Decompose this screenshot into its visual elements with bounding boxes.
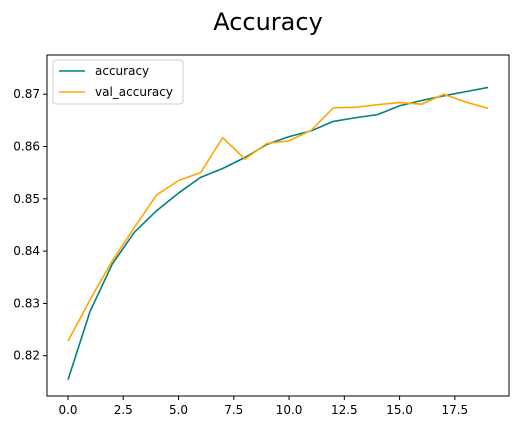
y-tick-label: 0.82 [13,349,40,363]
legend-label: val_accuracy [95,85,173,99]
legend-label: accuracy [95,64,149,78]
series-group [67,86,489,381]
y-tick-label: 0.83 [13,296,40,310]
x-tick-label: 7.5 [224,403,243,417]
plot-frame [46,54,510,397]
y-tick-label: 0.84 [13,244,40,258]
x-tick-label: 5.0 [169,403,188,417]
x-tick-label: 12.5 [331,403,358,417]
chart-title: Accuracy [213,8,323,36]
x-tick-label: 15.0 [386,403,413,417]
x-tick-label: 10.0 [276,403,303,417]
x-axis: 0.0 2.5 5.0 7.5 10.0 12.5 15.0 17.5 [58,396,468,417]
series-line-accuracy [67,86,489,381]
legend: accuracy val_accuracy [52,59,184,105]
x-tick-label: 17.5 [441,403,468,417]
y-tick-label: 0.85 [13,192,40,206]
y-tick-label: 0.86 [13,140,40,154]
series-line-val-accuracy [67,93,489,342]
legend-box [52,59,184,105]
x-tick-label: 2.5 [114,403,133,417]
x-tick-label: 0.0 [58,403,77,417]
y-tick-label: 0.87 [13,87,40,101]
plot-area [46,54,510,397]
y-axis: 0.82 0.83 0.84 0.85 0.86 0.87 [13,87,47,363]
